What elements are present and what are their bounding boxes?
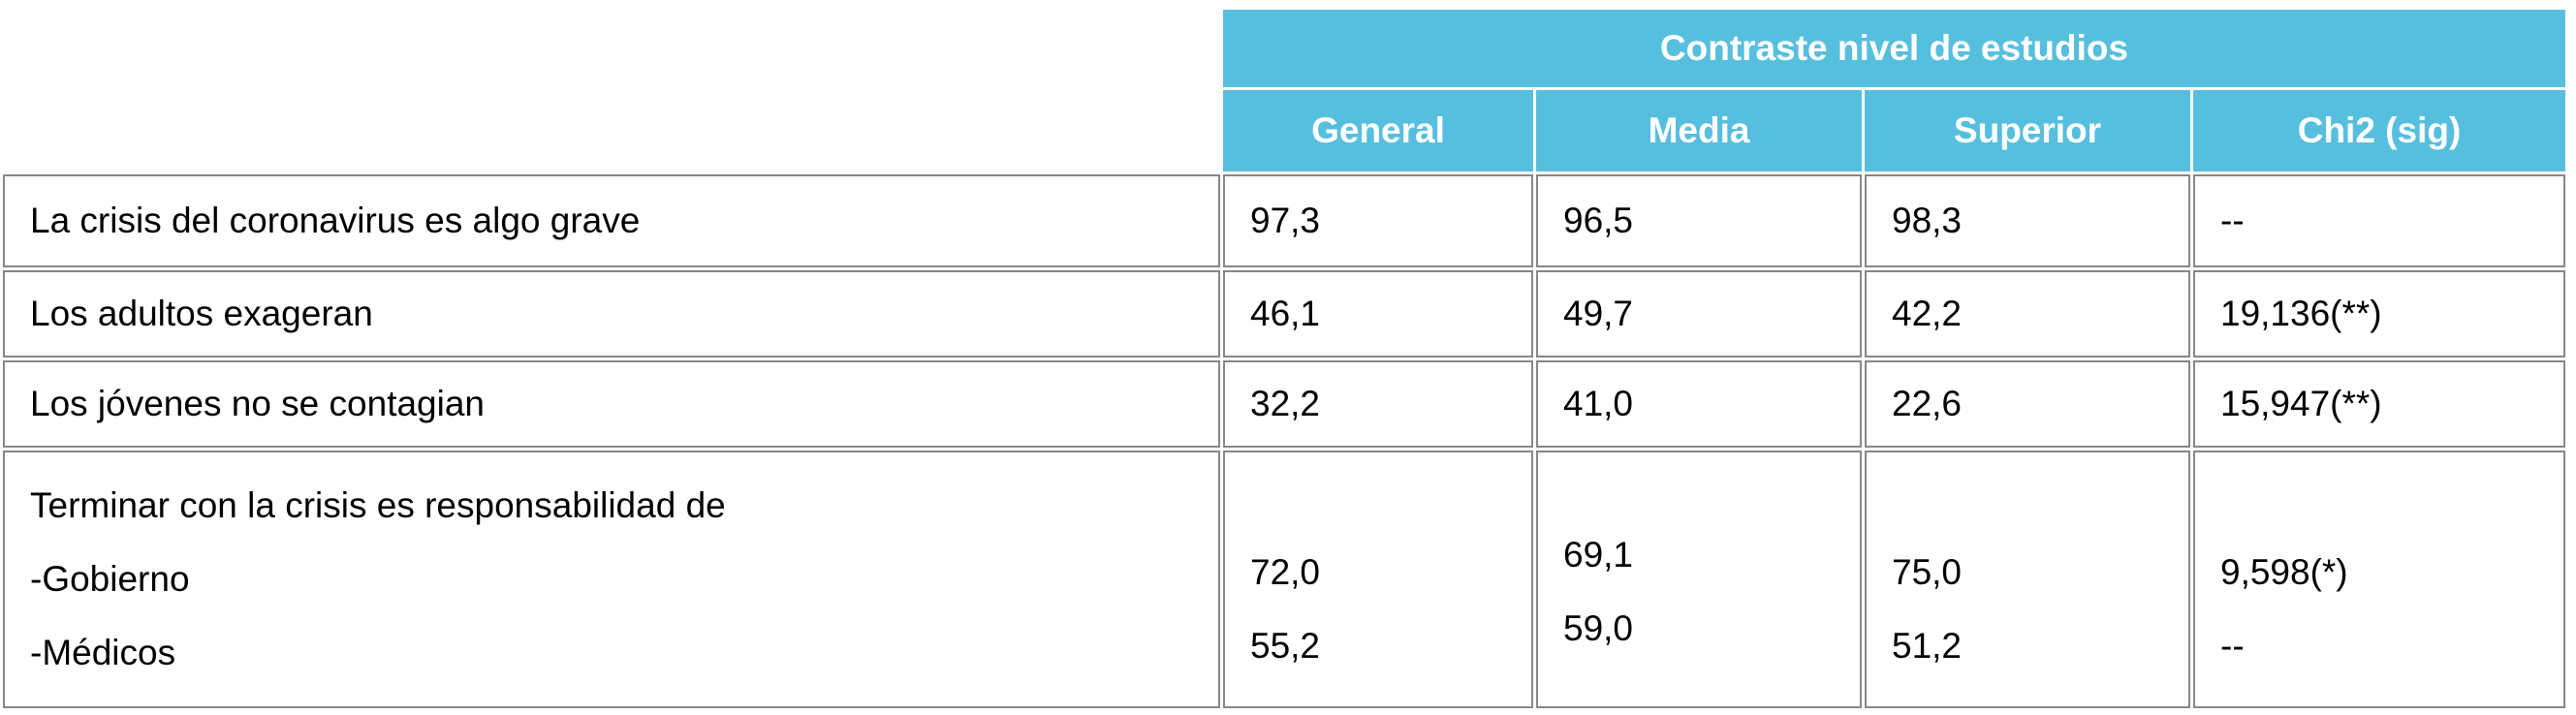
- cell-general: 32,2: [1223, 360, 1533, 448]
- cell-chi2: 19,136(**): [2193, 270, 2565, 358]
- header-group-row: Contraste nivel de estudios: [3, 10, 2565, 87]
- cell-superior: 98,3: [1865, 174, 2190, 267]
- cell-media: 49,7: [1536, 270, 1862, 358]
- table-row: Terminar con la crisis es responsabilida…: [3, 451, 2565, 708]
- row-label-title: Terminar con la crisis es responsabilida…: [30, 485, 726, 525]
- cell-general: 46,1: [1223, 270, 1533, 358]
- col-header-media: Media: [1536, 90, 1862, 171]
- cell-media: 69,1 59,0: [1536, 451, 1862, 708]
- cell-value-line: 59,0: [1563, 608, 1634, 648]
- table-row: Los jóvenes no se contagian 32,2 41,0 22…: [3, 360, 2565, 448]
- cell-chi2: 9,598(*) --: [2193, 451, 2565, 708]
- row-label: Los adultos exageran: [3, 270, 1220, 358]
- cell-superior: 22,6: [1865, 360, 2190, 448]
- table-group-header: Contraste nivel de estudios: [1223, 10, 2565, 87]
- col-header-superior: Superior: [1865, 90, 2190, 171]
- table-row: La crisis del coronavirus es algo grave …: [3, 174, 2565, 267]
- cell-media: 41,0: [1536, 360, 1862, 448]
- cell-superior: 75,0 51,2: [1865, 451, 2190, 708]
- cell-chi2: 15,947(**): [2193, 360, 2565, 448]
- cell-value-line: 69,1: [1563, 535, 1634, 575]
- cell-general: 97,3: [1223, 174, 1533, 267]
- cell-value-line: 51,2: [1892, 626, 1963, 666]
- header-blank-cell: [3, 90, 1220, 171]
- table-row: Los adultos exageran 46,1 49,7 42,2 19,1…: [3, 270, 2565, 358]
- col-header-chi2: Chi2 (sig): [2193, 90, 2565, 171]
- cell-value-line: 9,598(*): [2220, 552, 2348, 592]
- header-blank-cell: [3, 10, 1220, 87]
- cell-value-line: 72,0: [1250, 552, 1321, 592]
- cell-media: 96,5: [1536, 174, 1862, 267]
- row-label-item: -Gobierno: [30, 559, 190, 599]
- cell-general: 72,0 55,2: [1223, 451, 1533, 708]
- cell-superior: 42,2: [1865, 270, 2190, 358]
- row-label-item: -Médicos: [30, 633, 176, 672]
- row-label: Terminar con la crisis es responsabilida…: [3, 451, 1220, 708]
- col-header-general: General: [1223, 90, 1533, 171]
- row-label: Los jóvenes no se contagian: [3, 360, 1220, 448]
- row-label: La crisis del coronavirus es algo grave: [3, 174, 1220, 267]
- education-level-contrast-table: Contraste nivel de estudios General Medi…: [0, 7, 2568, 711]
- cell-chi2: --: [2193, 174, 2565, 267]
- cell-value-line: 75,0: [1892, 552, 1963, 592]
- cell-value-line: 55,2: [1250, 626, 1321, 666]
- cell-value-line: --: [2220, 626, 2245, 666]
- header-columns-row: General Media Superior Chi2 (sig): [3, 90, 2565, 171]
